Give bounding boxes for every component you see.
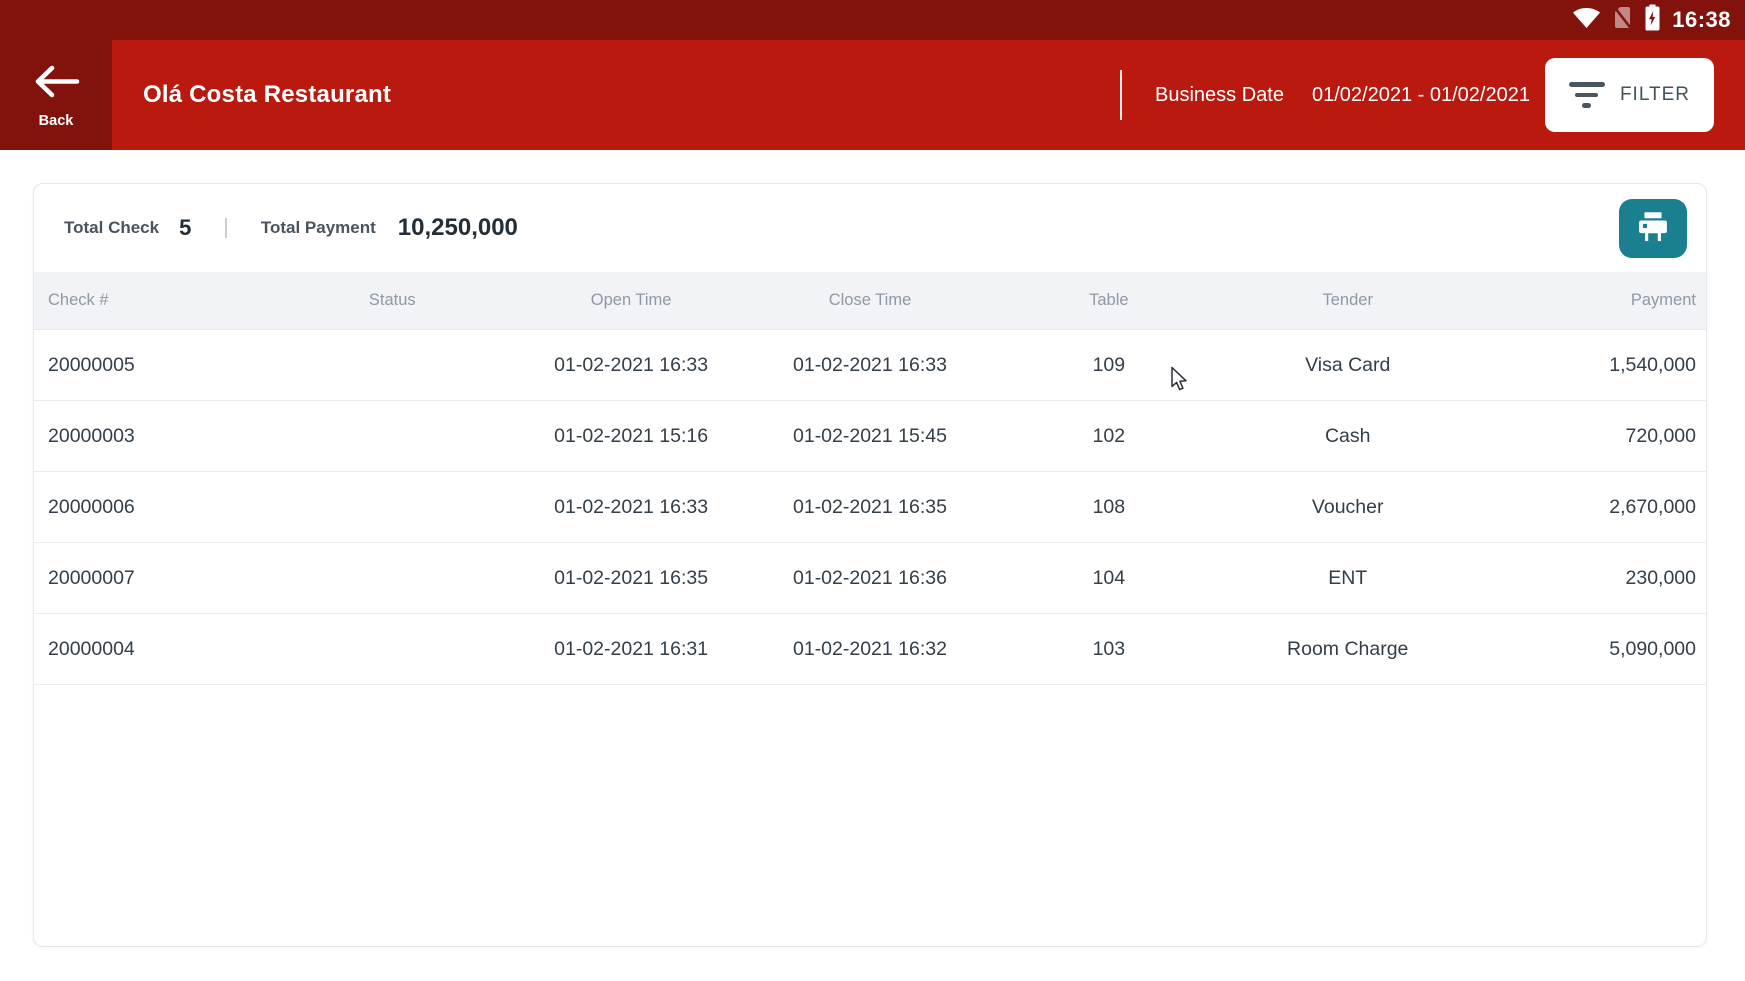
column-header-check: Check # — [48, 291, 109, 309]
column-header-open_time: Open Time — [590, 291, 672, 309]
column-header-tender: Tender — [1322, 291, 1373, 309]
cell-open_time: 01-02-2021 16:33 — [554, 495, 709, 518]
cell-tender: Voucher — [1311, 495, 1384, 518]
cell-close_time: 01-02-2021 16:32 — [793, 637, 947, 660]
cell-check: 20000006 — [48, 495, 135, 518]
cell-tender: Visa Card — [1305, 353, 1391, 376]
battery-charging-icon — [1644, 4, 1661, 36]
cell-check: 20000005 — [48, 353, 135, 376]
wifi-icon — [1572, 6, 1601, 34]
table-row[interactable]: 20000003 01-02-2021 15:16 01-02-2021 15:45… — [34, 401, 1706, 472]
cell-payment: 5,090,000 — [1609, 637, 1696, 660]
cell-open_time: 01-02-2021 15:16 — [554, 424, 709, 447]
cell-table_no: 109 — [1092, 353, 1126, 376]
cell-close_time: 01-02-2021 16:33 — [793, 353, 947, 376]
cell-payment: 1,540,000 — [1609, 353, 1696, 376]
back-button-label: Back — [38, 112, 74, 129]
cell-tender: ENT — [1328, 566, 1368, 589]
top-bar: 16:38 Olá Costa Restaurant Business Date… — [0, 0, 1745, 150]
printer-icon — [1633, 208, 1673, 249]
column-header-table_no: Table — [1089, 291, 1129, 309]
cell-payment: 720,000 — [1625, 424, 1697, 447]
cell-check: 20000007 — [48, 566, 135, 589]
cell-table_no: 102 — [1092, 424, 1126, 447]
cell-close_time: 01-02-2021 15:45 — [793, 424, 947, 447]
app-bar: Olá Costa Restaurant Business Date 01/02… — [112, 40, 1745, 150]
cell-open_time: 01-02-2021 16:33 — [554, 353, 709, 376]
status-bar: 16:38 — [1572, 0, 1731, 40]
back-arrow-icon — [33, 64, 80, 102]
column-header-payment: Payment — [1630, 291, 1696, 309]
cell-payment: 2,670,000 — [1609, 495, 1696, 518]
app-bar-right: Business Date 01/02/2021 - 01/02/2021 FI… — [1120, 58, 1745, 132]
cell-table_no: 108 — [1092, 495, 1126, 518]
cell-table_no: 104 — [1092, 566, 1126, 589]
cell-payment: 230,000 — [1625, 566, 1697, 589]
table-row[interactable]: 20000004 01-02-2021 16:31 01-02-2021 16:32… — [34, 614, 1706, 685]
status-clock: 16:38 — [1672, 7, 1731, 32]
cell-tender: Cash — [1324, 424, 1371, 447]
checks-report-card: Total Check 5 Total Payment 10,250,000 C… — [33, 183, 1707, 947]
business-date-label: Business Date — [1155, 83, 1284, 106]
table-header-row: Check # Status Open Time Close Time Table Ten… — [34, 272, 1706, 330]
back-button[interactable]: Back — [0, 0, 112, 150]
filter-icon — [1568, 82, 1605, 108]
cell-open_time: 01-02-2021 16:31 — [554, 637, 709, 660]
total-payment-label: Total Payment — [260, 218, 376, 237]
cell-tender: Room Charge — [1287, 637, 1409, 660]
table-row[interactable]: 20000006 01-02-2021 16:33 01-02-2021 16:35… — [34, 472, 1706, 543]
total-check-value: 5 — [179, 215, 192, 240]
summary-bar: Total Check 5 Total Payment 10,250,000 — [34, 184, 1706, 272]
summary-divider — [225, 218, 227, 238]
cell-table_no: 103 — [1092, 637, 1126, 660]
business-date-value[interactable]: 01/02/2021 - 01/02/2021 — [1311, 83, 1530, 106]
total-payment-value: 10,250,000 — [397, 214, 518, 241]
table-row[interactable]: 20000005 01-02-2021 16:33 01-02-2021 16:33… — [34, 330, 1706, 401]
header-divider — [1120, 70, 1123, 120]
column-header-status: Status — [368, 291, 416, 309]
column-header-close_time: Close Time — [828, 291, 912, 309]
cell-check: 20000004 — [48, 637, 135, 660]
cell-close_time: 01-02-2021 16:35 — [793, 495, 947, 518]
filter-button[interactable]: FILTER — [1544, 58, 1714, 132]
cell-close_time: 01-02-2021 16:36 — [793, 566, 947, 589]
print-button[interactable] — [1619, 198, 1687, 258]
table-row[interactable]: 20000007 01-02-2021 16:35 01-02-2021 16:36… — [34, 543, 1706, 614]
total-check-label: Total Check — [64, 218, 160, 237]
table-body: 20000005 01-02-2021 16:33 01-02-2021 16:33… — [34, 330, 1706, 946]
no-sim-icon — [1612, 5, 1633, 35]
cell-open_time: 01-02-2021 16:35 — [554, 566, 709, 589]
page-title: Olá Costa Restaurant — [143, 81, 392, 108]
cell-check: 20000003 — [48, 424, 135, 447]
filter-button-label: FILTER — [1619, 84, 1690, 105]
